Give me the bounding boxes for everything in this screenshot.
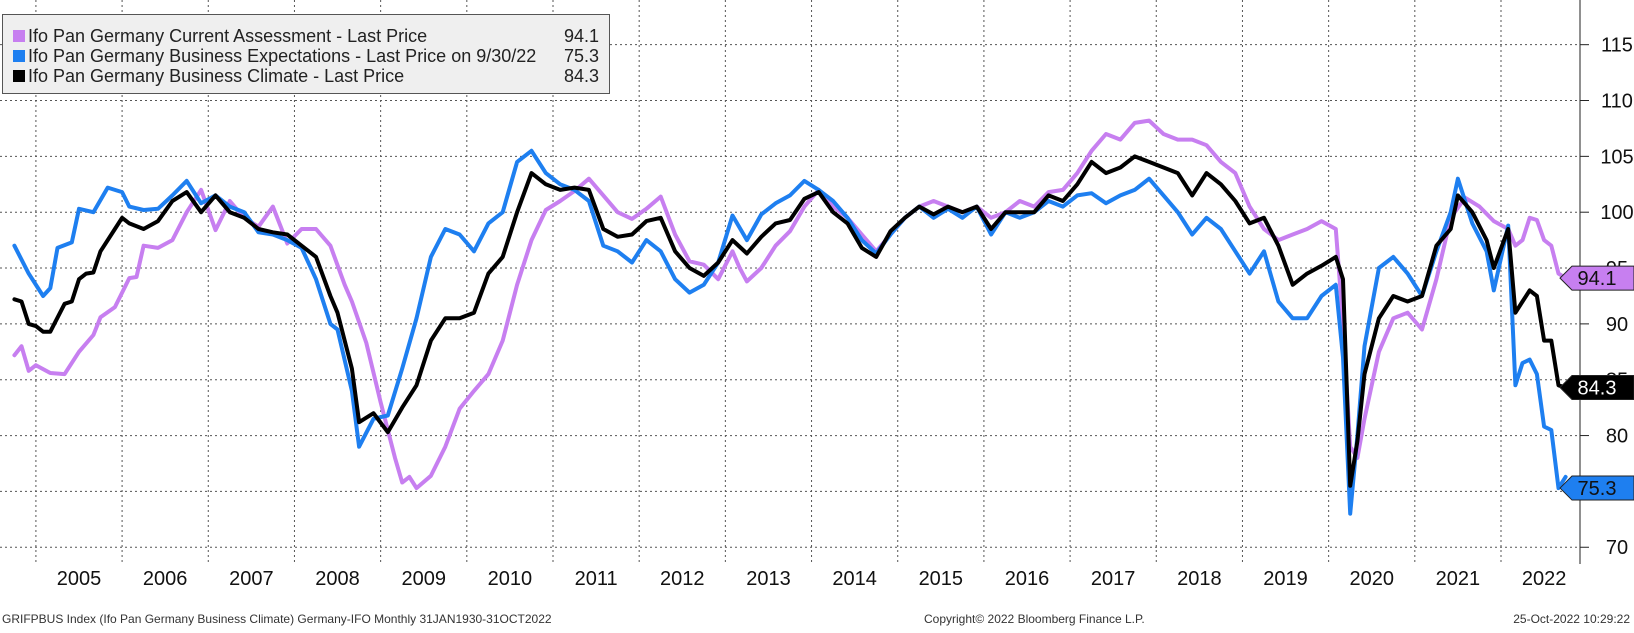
y-tick-label-70: 70	[1606, 537, 1628, 559]
x-tick-label-2019: 2019	[1263, 568, 1308, 590]
last-value-label-current-assessment: 94.1	[1578, 268, 1617, 290]
last-value-label-business-expectations: 75.3	[1578, 478, 1617, 500]
legend-label-business-climate: Ifo Pan Germany Business Climate - Last …	[28, 66, 405, 86]
last-value-tag-bg-business-climate	[1559, 375, 1634, 401]
y-tick-label-90: 90	[1606, 314, 1628, 336]
legend-entry-current-assessment: Ifo Pan Germany Current Assessment - Las…	[13, 25, 599, 47]
legend-swatch-business-expectations	[13, 50, 25, 62]
y-tick-label-110: 110	[1601, 91, 1633, 113]
series-line-business-climate	[12, 154, 1568, 488]
x-tick-label-2011: 2011	[575, 568, 618, 590]
x-tick-label-2009: 2009	[401, 568, 446, 590]
y-tick-label-80: 80	[1606, 426, 1628, 448]
x-tick-label-2016: 2016	[1005, 568, 1050, 590]
x-tick-label-2022: 2022	[1522, 568, 1567, 590]
x-tick-label-2021: 2021	[1436, 568, 1481, 590]
y-tick-label-115: 115	[1601, 35, 1633, 57]
legend-entry-business-expectations: Ifo Pan Germany Business Expectations - …	[13, 45, 599, 67]
footer-copyright: Copyright© 2022 Bloomberg Finance L.P.	[924, 612, 1145, 626]
series-lines	[12, 118, 1568, 516]
x-axis: 2005 2006 2007 2008 2009 2010 2011 2012 2013 2014…	[57, 568, 1567, 590]
series-line-business-expectations	[12, 148, 1568, 516]
last-value-tag-business-climate: 84.3	[1559, 375, 1634, 401]
last-value-tag-bg-business-expectations	[1559, 475, 1634, 501]
legend-swatch-business-climate	[13, 70, 25, 82]
x-tick-label-2008: 2008	[315, 568, 360, 590]
legend-label-current-assessment: Ifo Pan Germany Current Assessment - Las…	[28, 26, 428, 46]
x-tick-label-2020: 2020	[1349, 568, 1394, 590]
x-tick-label-2006: 2006	[143, 568, 188, 590]
x-tick-label-2007: 2007	[229, 568, 274, 590]
x-tick-label-2015: 2015	[919, 568, 964, 590]
x-tick-label-2018: 2018	[1177, 568, 1222, 590]
legend-value-business-climate: 84.3	[563, 66, 599, 86]
last-value-tag-current-assessment: 94.1	[1559, 265, 1634, 291]
x-tick-label-2005: 2005	[57, 568, 102, 590]
x-tick-label-2017: 2017	[1091, 568, 1136, 590]
x-tick-label-2014: 2014	[832, 568, 877, 590]
last-value-markers: 94.1 75.3 84.3	[1559, 265, 1634, 501]
legend-value-business-expectations: 75.3	[563, 46, 599, 66]
legend-value-current-assessment: 94.1	[563, 26, 599, 46]
legend-entry-business-climate: Ifo Pan Germany Business Climate - Last …	[13, 65, 599, 87]
last-value-tag-bg-current-assessment	[1559, 265, 1634, 291]
footer-source: GRIFPBUS Index (Ifo Pan Germany Business…	[2, 612, 552, 626]
x-tick-label-2010: 2010	[488, 568, 533, 590]
last-value-tag-business-expectations: 75.3	[1559, 475, 1634, 501]
x-tick-label-2012: 2012	[660, 568, 705, 590]
series-line-current-assessment	[12, 118, 1568, 491]
last-value-label-business-climate: 84.3	[1578, 378, 1617, 400]
legend: Ifo Pan Germany Current Assessment - Las…	[2, 14, 610, 94]
footer-timestamp: 25-Oct-2022 10:29:22	[1513, 612, 1630, 626]
y-tick-label-105: 105	[1600, 146, 1633, 168]
legend-label-business-expectations: Ifo Pan Germany Business Expectations - …	[28, 46, 537, 66]
legend-swatch-current-assessment	[13, 30, 25, 42]
x-tick-label-2013: 2013	[746, 568, 791, 590]
y-tick-label-100: 100	[1600, 202, 1633, 224]
